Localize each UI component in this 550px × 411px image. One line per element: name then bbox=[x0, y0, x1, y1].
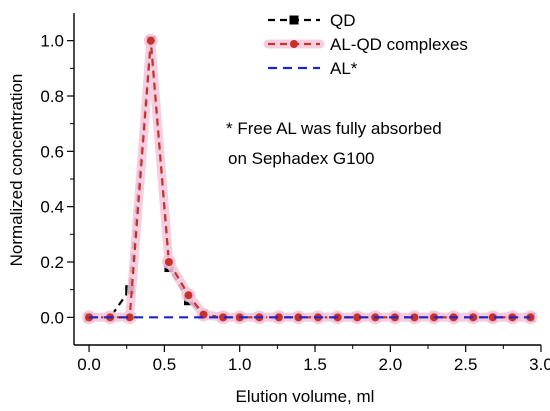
legend: QD AL-QD complexes AL* bbox=[263, 11, 468, 78]
point-alqd-0 bbox=[85, 313, 94, 322]
annotation-line-1: * Free AL was fully absorbed bbox=[226, 119, 442, 138]
axes-layer: 0.0 0.5 1.0 1.5 2.0 2.5 3.0 0.0 0.2 0.4 0.6 0.8 1.0 bbox=[40, 13, 550, 374]
point-alqd-14 bbox=[353, 313, 362, 322]
legend-label-0: QD bbox=[330, 11, 356, 30]
y-tick-label: 0.6 bbox=[40, 142, 64, 161]
x-axis-label: Elution volume, ml bbox=[236, 387, 375, 406]
point-alqd-10 bbox=[274, 313, 283, 322]
point-alqd-7 bbox=[219, 313, 228, 322]
x-tick-label: 1.0 bbox=[228, 355, 252, 374]
y-tick-label: 0.2 bbox=[40, 253, 64, 272]
point-alqd-20 bbox=[469, 313, 478, 322]
annotation-line-2: on Sephadex G100 bbox=[228, 149, 375, 168]
legend-label-2: AL* bbox=[330, 59, 358, 78]
x-tick-label: 0.5 bbox=[153, 355, 177, 374]
point-alqd-17 bbox=[410, 313, 419, 322]
x-tick-label: 2.0 bbox=[379, 355, 403, 374]
point-alqd-11 bbox=[294, 313, 303, 322]
point-alqd-5 bbox=[184, 291, 193, 300]
y-tick-label: 1.0 bbox=[40, 32, 64, 51]
legend-marker-1 bbox=[290, 40, 298, 48]
legend-label-1: AL-QD complexes bbox=[330, 35, 468, 54]
x-tick-label: 0.0 bbox=[77, 355, 101, 374]
point-alqd-21 bbox=[488, 313, 497, 322]
y-axis-label: Normalized concentration bbox=[7, 74, 26, 267]
series-halo-1 bbox=[84, 36, 535, 322]
y-tick-label: 0.4 bbox=[40, 198, 64, 217]
x-tick-label: 2.5 bbox=[454, 355, 478, 374]
point-alqd-18 bbox=[430, 313, 439, 322]
x-tick-label: 1.5 bbox=[303, 355, 327, 374]
point-alqd-4 bbox=[164, 258, 173, 266]
y-tick-label: 0.0 bbox=[40, 308, 64, 327]
point-alqd-3 bbox=[146, 36, 155, 45]
series-layer bbox=[82, 33, 538, 325]
x-tick-label: 3.0 bbox=[529, 355, 550, 374]
legend-marker-0 bbox=[289, 15, 299, 25]
y-tick-label: 0.8 bbox=[40, 87, 64, 106]
point-alqd-2 bbox=[125, 313, 134, 322]
